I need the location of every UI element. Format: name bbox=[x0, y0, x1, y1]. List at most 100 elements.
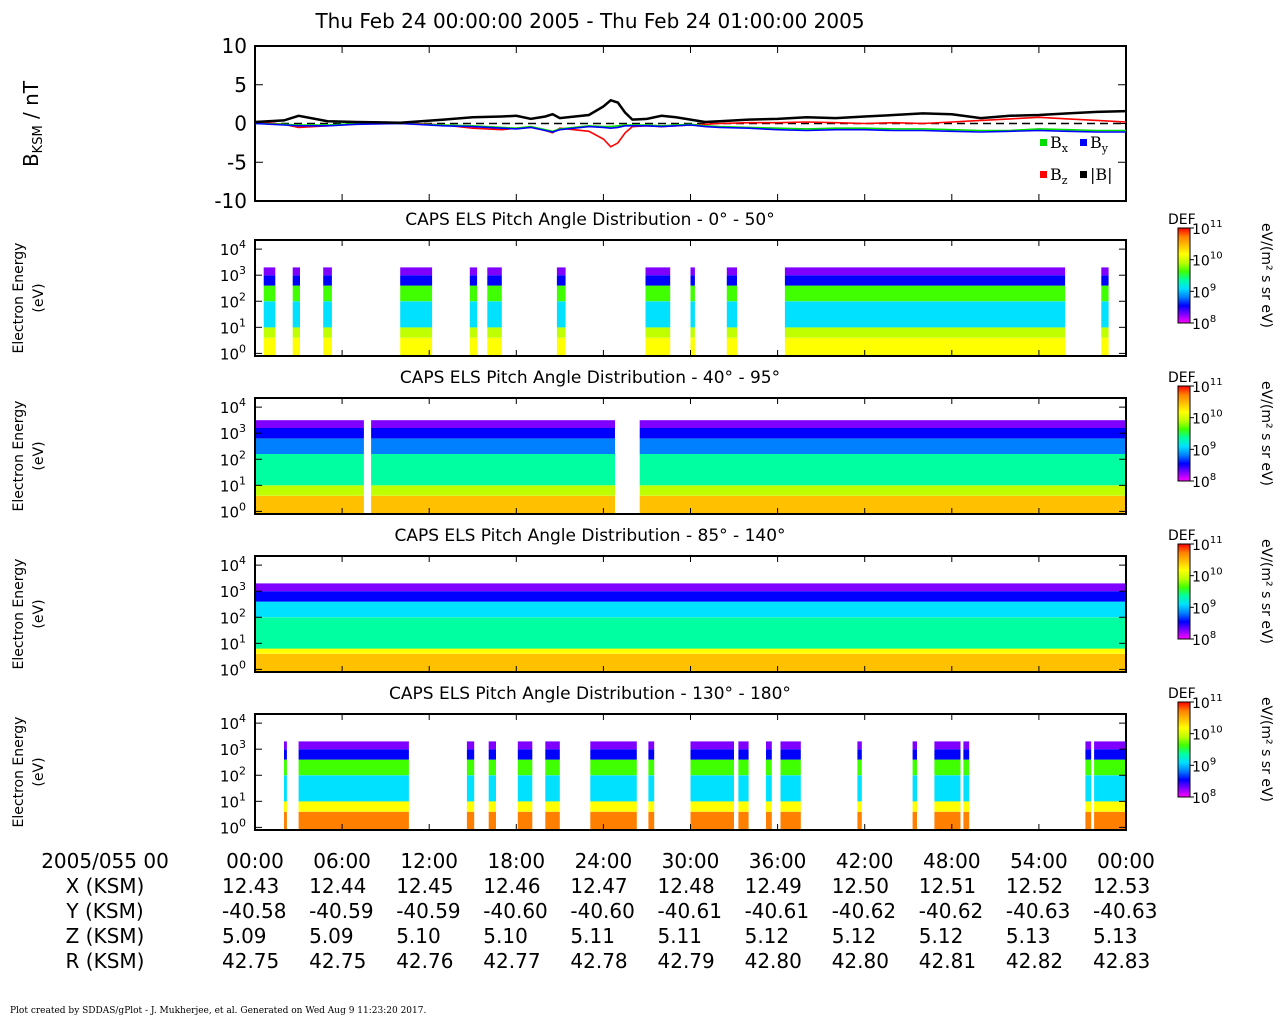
energy-band bbox=[255, 428, 364, 439]
energy-tick-label-base: 10 bbox=[220, 503, 239, 521]
energy-tick-label: 102 bbox=[220, 606, 246, 627]
energy-band bbox=[1085, 775, 1092, 802]
energy-tick-label: 100 bbox=[220, 816, 246, 837]
series-line-By bbox=[254, 122, 1126, 133]
energy-band bbox=[556, 327, 566, 338]
energy-band bbox=[590, 775, 637, 802]
energy-band bbox=[690, 327, 695, 338]
colorbar-tick-base: 10 bbox=[1192, 222, 1210, 238]
energy-tick-label-base: 10 bbox=[220, 715, 239, 733]
ephemeris-value: 5.11 bbox=[570, 924, 615, 948]
energy-band bbox=[648, 759, 655, 776]
energy-tick-label-base: 10 bbox=[220, 399, 239, 417]
colorbar-tick-base: 10 bbox=[1192, 412, 1210, 428]
time-tick-label: 00:00 bbox=[226, 849, 284, 873]
mag-y-tick-label: -5 bbox=[227, 150, 247, 174]
energy-band bbox=[263, 337, 276, 356]
colorbar-label: DEF bbox=[1168, 528, 1196, 544]
energy-band bbox=[690, 759, 734, 776]
colorbar-tick-exp: 10 bbox=[1210, 567, 1223, 578]
ephemeris-value: 42.82 bbox=[1006, 949, 1063, 973]
mag-y-label-sym: B bbox=[19, 153, 43, 167]
ephemeris-value: 12.52 bbox=[1006, 874, 1063, 898]
energy-band bbox=[400, 301, 433, 328]
legend-swatch bbox=[1040, 171, 1047, 178]
ephemeris-value: 42.81 bbox=[919, 949, 976, 973]
energy-band bbox=[545, 811, 560, 830]
energy-tick-label-exp: 0 bbox=[239, 658, 246, 671]
time-tick-label: 12:00 bbox=[400, 849, 458, 873]
energy-tick-label-base: 10 bbox=[220, 767, 239, 785]
energy-band bbox=[400, 337, 433, 356]
energy-band bbox=[488, 811, 496, 830]
energy-band bbox=[648, 811, 655, 830]
ephemeris-value: 5.11 bbox=[658, 924, 703, 948]
colorbar-tick-base: 10 bbox=[1192, 633, 1210, 649]
energy-band bbox=[1094, 741, 1126, 750]
energy-band bbox=[469, 267, 478, 276]
ephemeris-value: 12.49 bbox=[745, 874, 802, 898]
colorbar-tick-label: 1011 bbox=[1192, 219, 1223, 238]
time-axis-table: 2005/055 00 00:00 06:00 12:00 18:00 24:00 30:0… bbox=[41, 849, 1157, 973]
energy-band bbox=[639, 454, 1126, 486]
time-axis-label: 2005/055 00 bbox=[41, 849, 169, 873]
energy-tick-label-exp: 0 bbox=[239, 342, 246, 355]
energy-band bbox=[912, 741, 917, 750]
ephemeris-value: 12.48 bbox=[658, 874, 715, 898]
energy-tick-label: 101 bbox=[220, 632, 246, 653]
legend-subscript: y bbox=[1101, 142, 1109, 155]
energy-tick-label: 100 bbox=[220, 658, 246, 679]
energy-band bbox=[298, 759, 409, 776]
energy-band bbox=[292, 285, 300, 302]
energy-tick-label-exp: 1 bbox=[239, 316, 246, 329]
ephemeris-value: 12.46 bbox=[483, 874, 540, 898]
energy-band bbox=[645, 275, 671, 286]
colorbar bbox=[1177, 701, 1191, 798]
energy-band bbox=[590, 749, 637, 760]
ephemeris-value: 12.45 bbox=[396, 874, 453, 898]
energy-band bbox=[1101, 327, 1109, 338]
energy-band bbox=[545, 741, 560, 750]
chart-title: Thu Feb 24 00:00:00 2005 - Thu Feb 24 01… bbox=[314, 9, 864, 33]
legend-swatch bbox=[1080, 171, 1087, 178]
energy-band bbox=[590, 759, 637, 776]
energy-band bbox=[738, 811, 749, 830]
energy-band bbox=[780, 775, 801, 802]
energy-band bbox=[323, 267, 332, 276]
energy-band bbox=[466, 811, 475, 830]
energy-band bbox=[780, 749, 801, 760]
colorbar-tick-label: 109 bbox=[1192, 440, 1216, 459]
energy-band bbox=[912, 801, 917, 812]
colorbar-tick-label: 1010 bbox=[1192, 567, 1223, 586]
energy-band bbox=[284, 801, 287, 812]
energy-band bbox=[263, 267, 276, 276]
energy-band bbox=[857, 801, 862, 812]
energy-band bbox=[284, 741, 287, 750]
panel-title: CAPS ELS Pitch Angle Distribution - 85° … bbox=[394, 526, 785, 546]
energy-band bbox=[934, 801, 961, 812]
legend-label: Bx bbox=[1050, 133, 1069, 155]
colorbar-tick-label: 1010 bbox=[1192, 725, 1223, 744]
time-tick-label: 42:00 bbox=[836, 849, 894, 873]
energy-band bbox=[645, 301, 671, 328]
energy-band bbox=[255, 583, 1126, 592]
mag-y-tick-label: -10 bbox=[214, 189, 247, 213]
energy-band bbox=[934, 811, 961, 830]
energy-band bbox=[487, 327, 502, 338]
colorbar-tick-base: 10 bbox=[1192, 285, 1210, 301]
energy-band bbox=[298, 811, 409, 830]
energy-band bbox=[1085, 749, 1092, 760]
colorbar-tick-label: 109 bbox=[1192, 282, 1216, 301]
legend-symbol: B bbox=[1090, 133, 1102, 152]
ephemeris-value: 42.83 bbox=[1093, 949, 1150, 973]
energy-band bbox=[263, 275, 276, 286]
ephemeris-value: 5.09 bbox=[309, 924, 354, 948]
energy-band bbox=[263, 301, 276, 328]
energy-band bbox=[323, 301, 332, 328]
energy-tick-label: 104 bbox=[220, 712, 246, 733]
ephemeris-value: -40.61 bbox=[745, 899, 809, 923]
energy-axis-label: Electron Energy bbox=[11, 717, 27, 828]
energy-band bbox=[298, 749, 409, 760]
colorbar-label: DEF bbox=[1168, 212, 1196, 228]
ephemeris-value: -40.60 bbox=[483, 899, 547, 923]
